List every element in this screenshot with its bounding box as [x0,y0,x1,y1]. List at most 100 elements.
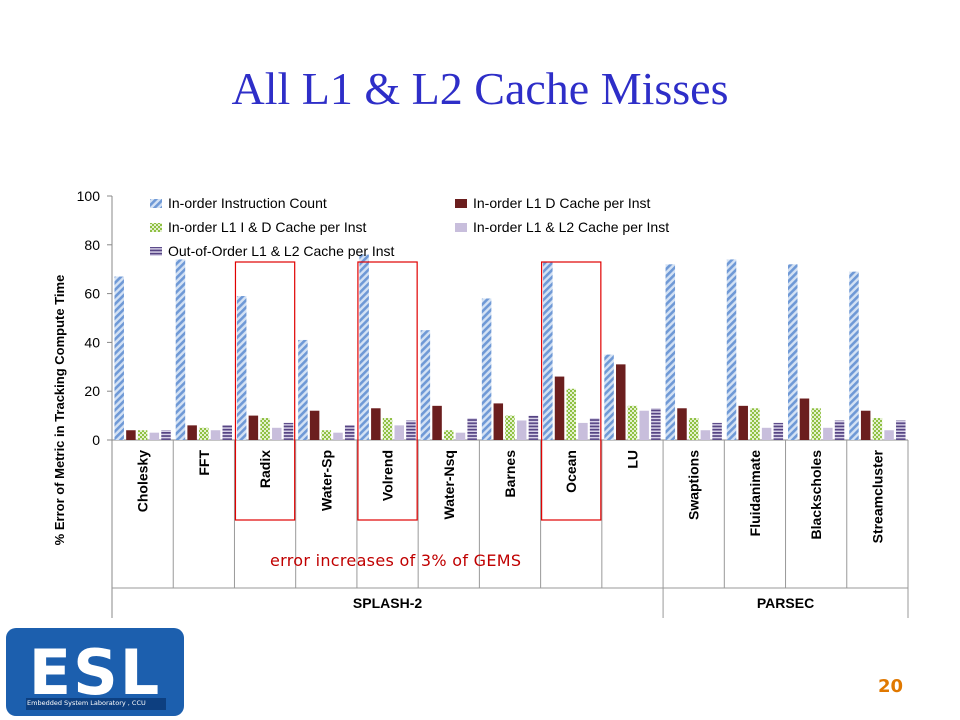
annotation-text: error increases of 3% of GEMS [270,551,522,570]
bar [406,420,416,440]
legend-label: Out-of-Order L1 & L2 Cache per Inst [168,243,395,259]
bar [283,422,294,440]
bar [665,264,676,440]
bar [578,422,588,440]
bar [248,415,259,440]
bar [371,408,381,440]
bar [298,339,308,440]
bar [516,420,527,440]
bar [161,430,171,440]
bar [505,415,515,440]
y-tick-label: 0 [92,432,100,448]
bar [677,408,687,440]
group-label: SPLASH-2 [353,595,422,611]
bar [114,276,124,440]
bar [651,408,661,440]
bar [137,430,148,440]
bar [712,422,722,440]
bar [528,415,539,440]
group-labels: SPLASH-2 PARSEC [353,595,814,611]
bar [700,430,711,440]
page-number: 20 [878,676,904,697]
bar [823,427,833,440]
legend-swatch [455,199,467,208]
bar [884,430,894,440]
bar [444,430,454,440]
bar [199,427,209,440]
bar [872,418,883,440]
bar [359,254,369,440]
y-tick-label: 100 [77,188,101,204]
bar [236,296,247,440]
bar [333,432,343,440]
bar [860,410,871,440]
legend-swatch [150,223,162,232]
bar [210,430,221,440]
bar [834,420,845,440]
legend-label: In-order L1 D Cache per Inst [473,195,651,211]
group-label: PARSEC [757,595,814,611]
bar [432,405,442,440]
bar [604,354,614,440]
category-label: Volrend [380,450,396,501]
esl-logo: ESL [6,628,184,716]
bar [420,330,431,440]
bar [309,410,320,440]
logo-subtext: Embedded System Laboratory , CCU [27,699,146,707]
legend-swatch [150,247,162,256]
legend-label: In-order L1 I & D Cache per Inst [168,219,367,235]
category-label: Barnes [502,450,518,498]
y-tick-label: 20 [84,383,100,399]
bars [114,254,906,440]
category-label: Streamcluster [869,449,885,543]
bar [726,259,737,440]
category-label: Ocean [563,450,579,493]
category-label: Fluidanimate [747,450,763,537]
bar [639,410,649,440]
bar [849,271,859,440]
bar [260,418,270,440]
highlight-box [541,261,602,521]
bar [811,408,821,440]
y-tick-labels: 0 20 40 60 80 100 [77,188,101,448]
bar [382,418,393,440]
legend: In-order Instruction Count In-order L1 D … [150,195,669,259]
bar [750,408,760,440]
bar [126,430,136,440]
bar [773,422,784,440]
y-tick-label: 40 [84,334,100,350]
y-tick-label: 80 [84,237,100,253]
bar [761,427,772,440]
legend-swatch [455,223,467,232]
category-label: Radix [257,450,273,488]
bar [896,420,906,440]
category-label: LU [624,450,640,469]
bar [149,432,160,440]
bar [788,264,798,440]
highlight-box [357,261,418,521]
bar [175,259,186,440]
category-label: Water-Nsq [441,450,457,520]
bar [738,405,748,440]
bar [467,418,477,440]
bar [554,376,565,440]
bar [543,261,553,440]
category-labels: Cholesky FFT Radix Water-Sp Volrend Water-Nsq… [135,449,886,543]
legend-label: In-order L1 & L2 Cache per Inst [473,219,669,235]
svg-text:ESL: ESL [29,636,162,709]
category-label: Swaptions [686,450,702,520]
category-label: Cholesky [135,450,151,512]
bar [344,425,355,440]
y-axis-label: % Error of Metric in Tracking Compute Ti… [52,275,67,546]
bar [272,427,282,440]
bar [455,432,466,440]
bar [321,430,332,440]
slide-title: All L1 & L2 Cache Misses [231,63,729,114]
bar [187,425,197,440]
legend-swatch [150,199,162,208]
category-label: FFT [196,450,212,476]
bar [222,425,232,440]
bar [493,403,504,440]
bar [566,388,576,440]
legend-label: In-order Instruction Count [168,195,327,211]
